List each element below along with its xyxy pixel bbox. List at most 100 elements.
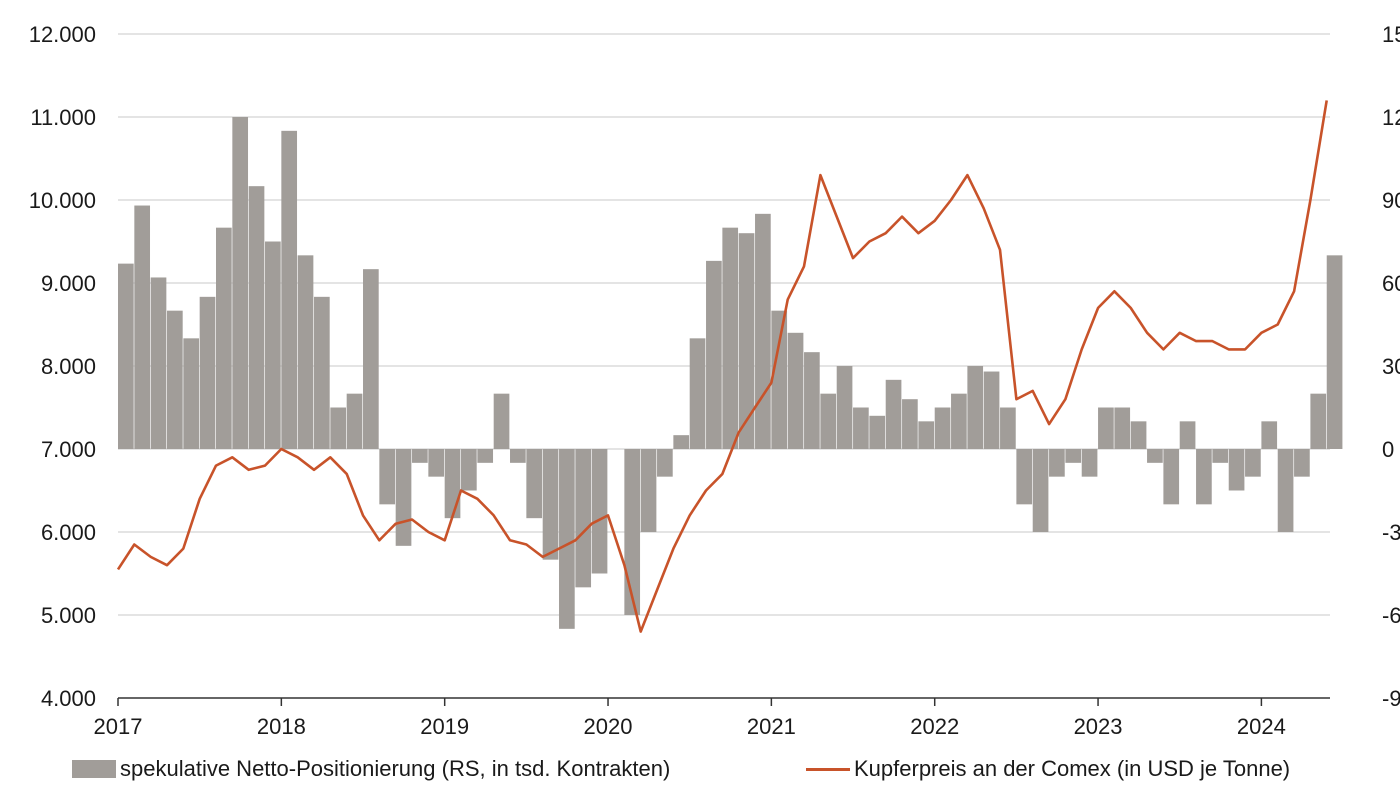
bar <box>853 407 869 449</box>
bar <box>134 205 151 449</box>
bar <box>657 449 673 477</box>
x-axis-tick-label: 2023 <box>1074 714 1123 739</box>
right-axis-tick-label: 0 <box>1382 437 1394 462</box>
bar <box>836 366 853 449</box>
left-axis-tick-label: 6.000 <box>41 520 96 545</box>
left-axis-ticks: 4.000 5.000 6.000 7.000 8.000 9.000 10.000 11.0… <box>29 22 96 711</box>
left-axis-tick-label: 7.000 <box>41 437 96 462</box>
right-axis-tick-label: -90 <box>1382 686 1400 711</box>
bar <box>1277 449 1294 532</box>
legend-item-copper-price: Kupferpreis an der Comex (in USD je Tonn… <box>806 756 1290 782</box>
bar <box>493 393 510 449</box>
bar <box>820 393 837 449</box>
bar <box>412 449 428 463</box>
legend-label-net-positioning: spekulative Netto-Positionierung (RS, in… <box>120 756 671 781</box>
bar <box>885 379 902 449</box>
x-axis-tick-label: 2020 <box>584 714 633 739</box>
bar <box>575 449 592 588</box>
bar <box>869 415 886 449</box>
bar <box>444 449 461 519</box>
bar <box>983 371 1000 449</box>
bar <box>248 186 265 449</box>
bar <box>314 296 330 449</box>
bar <box>363 269 379 449</box>
bar <box>706 260 722 449</box>
bar <box>1098 407 1114 449</box>
bar <box>1326 255 1343 449</box>
bar <box>395 449 412 546</box>
bar <box>461 449 477 491</box>
bar <box>150 277 167 449</box>
bar <box>934 407 951 449</box>
bar <box>428 449 445 477</box>
x-axis-ticks: 2017 2018 2019 2020 2021 2022 2023 2024 <box>94 714 1286 739</box>
x-axis-tick-label: 2021 <box>747 714 796 739</box>
bar <box>281 130 298 450</box>
left-axis-tick-label: 12.000 <box>29 22 96 47</box>
bar <box>167 310 183 449</box>
x-axis-tick-label: 2019 <box>420 714 469 739</box>
bar <box>640 449 657 532</box>
bar <box>346 393 363 449</box>
bar <box>689 338 706 449</box>
right-axis-ticks: -90 -60 -30 0 30 60 90 120 150 <box>1382 22 1400 711</box>
right-axis-tick-label: -30 <box>1382 520 1400 545</box>
bar <box>738 233 755 449</box>
left-axis-tick-label: 8.000 <box>41 354 96 379</box>
axes <box>117 697 1330 706</box>
bar <box>199 296 216 449</box>
bar <box>1114 407 1131 449</box>
bar <box>918 421 935 449</box>
bar <box>330 407 347 449</box>
right-axis-tick-label: 120 <box>1382 105 1400 130</box>
legend-item-net-positioning: spekulative Netto-Positionierung (RS, in… <box>72 756 670 782</box>
legend-swatch-line <box>806 767 850 771</box>
bar <box>1147 449 1163 463</box>
bar <box>216 227 232 449</box>
bar <box>510 449 526 463</box>
bar <box>804 352 820 449</box>
right-axis-tick-label: 90 <box>1382 188 1400 213</box>
left-axis-tick-label: 5.000 <box>41 603 96 628</box>
bar <box>1130 421 1147 449</box>
chart: 4.000 5.000 6.000 7.000 8.000 9.000 10.000 11.0… <box>29 22 1400 739</box>
bar <box>1163 449 1180 505</box>
bar <box>755 213 771 449</box>
bar <box>1032 449 1049 532</box>
bar <box>379 449 396 505</box>
left-axis-tick-label: 4.000 <box>41 686 96 711</box>
left-axis-tick-label: 9.000 <box>41 271 96 296</box>
bar <box>902 399 918 449</box>
bar <box>722 227 739 449</box>
legend-swatch-bar <box>72 760 116 778</box>
right-axis-tick-label: 150 <box>1382 22 1400 47</box>
bar <box>787 332 804 449</box>
copper-price-line-layer <box>116 100 1328 633</box>
x-axis-tick-label: 2022 <box>910 714 959 739</box>
bar <box>1065 449 1082 463</box>
copper-price-line <box>116 100 1328 633</box>
x-axis-tick-label: 2024 <box>1237 714 1286 739</box>
left-axis-tick-label: 11.000 <box>30 105 96 130</box>
bar <box>1000 407 1016 449</box>
bar <box>183 338 200 449</box>
bar <box>591 449 608 574</box>
legend: spekulative Netto-Positionierung (RS, in… <box>0 752 1400 788</box>
right-axis-tick-label: 30 <box>1382 354 1400 379</box>
x-axis-tick-label: 2017 <box>94 714 143 739</box>
bar <box>542 449 559 560</box>
bar <box>559 449 575 629</box>
bar <box>1212 449 1229 463</box>
bar <box>967 366 984 449</box>
bar <box>673 435 690 449</box>
bar <box>771 310 788 449</box>
legend-label-copper-price: Kupferpreis an der Comex (in USD je Tonn… <box>854 756 1291 781</box>
bar <box>232 117 249 449</box>
bar <box>1179 421 1196 449</box>
bar <box>951 393 967 449</box>
bar <box>1196 449 1212 505</box>
right-axis-tick-label: -60 <box>1382 603 1400 628</box>
bar <box>477 449 494 463</box>
bar <box>526 449 543 519</box>
right-axis-tick-label: 60 <box>1382 271 1400 296</box>
